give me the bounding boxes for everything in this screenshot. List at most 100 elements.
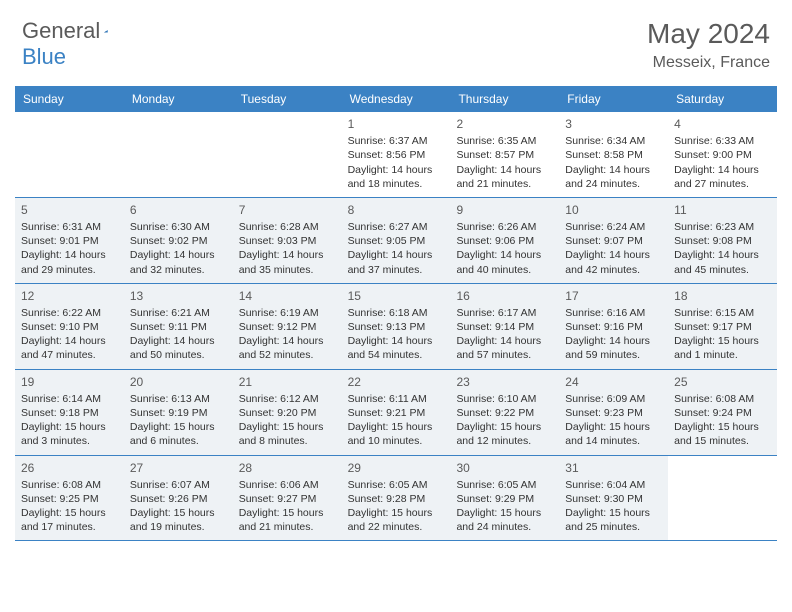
day-cell: 8Sunrise: 6:27 AMSunset: 9:05 PMDaylight… [342,198,451,283]
day-sunset: Sunset: 9:13 PM [348,320,445,334]
day-sunset: Sunset: 9:21 PM [348,406,445,420]
header: General May 2024 Messeix, France [0,0,792,80]
logo: General [22,18,128,44]
day-daylight2: and 1 minute. [674,348,771,362]
day-daylight2: and 3 minutes. [21,434,118,448]
day-sunrise: Sunrise: 6:08 AM [674,392,771,406]
day-daylight1: Daylight: 14 hours [456,163,553,177]
day-cell: 13Sunrise: 6:21 AMSunset: 9:11 PMDayligh… [124,284,233,369]
day-sunrise: Sunrise: 6:05 AM [348,478,445,492]
day-daylight1: Daylight: 15 hours [348,420,445,434]
day-cell: 22Sunrise: 6:11 AMSunset: 9:21 PMDayligh… [342,370,451,455]
day-daylight2: and 29 minutes. [21,263,118,277]
day-daylight2: and 12 minutes. [456,434,553,448]
day-sunrise: Sunrise: 6:35 AM [456,134,553,148]
day-cell: 6Sunrise: 6:30 AMSunset: 9:02 PMDaylight… [124,198,233,283]
day-cell: 20Sunrise: 6:13 AMSunset: 9:19 PMDayligh… [124,370,233,455]
day-number: 28 [239,460,336,476]
day-cell: 9Sunrise: 6:26 AMSunset: 9:06 PMDaylight… [450,198,559,283]
day-sunset: Sunset: 9:25 PM [21,492,118,506]
day-number: 12 [21,288,118,304]
day-cell: 7Sunrise: 6:28 AMSunset: 9:03 PMDaylight… [233,198,342,283]
day-sunset: Sunset: 9:17 PM [674,320,771,334]
day-sunrise: Sunrise: 6:17 AM [456,306,553,320]
day-sunset: Sunset: 9:00 PM [674,148,771,162]
day-daylight2: and 14 minutes. [565,434,662,448]
day-sunset: Sunset: 9:27 PM [239,492,336,506]
week-row: 1Sunrise: 6:37 AMSunset: 8:56 PMDaylight… [15,112,777,198]
day-cell: 5Sunrise: 6:31 AMSunset: 9:01 PMDaylight… [15,198,124,283]
day-number: 15 [348,288,445,304]
day-daylight1: Daylight: 15 hours [565,420,662,434]
day-cell: 25Sunrise: 6:08 AMSunset: 9:24 PMDayligh… [668,370,777,455]
day-daylight1: Daylight: 14 hours [674,163,771,177]
day-number: 29 [348,460,445,476]
day-sunset: Sunset: 9:11 PM [130,320,227,334]
day-daylight1: Daylight: 15 hours [456,420,553,434]
day-cell: 26Sunrise: 6:08 AMSunset: 9:25 PMDayligh… [15,456,124,541]
day-cell-blank [668,456,777,541]
day-number: 20 [130,374,227,390]
day-daylight2: and 37 minutes. [348,263,445,277]
day-sunrise: Sunrise: 6:31 AM [21,220,118,234]
day-sunset: Sunset: 9:23 PM [565,406,662,420]
day-number: 3 [565,116,662,132]
day-header: Sunday [15,86,124,112]
day-daylight2: and 8 minutes. [239,434,336,448]
day-sunrise: Sunrise: 6:34 AM [565,134,662,148]
title-area: May 2024 Messeix, France [647,18,770,72]
week-row: 19Sunrise: 6:14 AMSunset: 9:18 PMDayligh… [15,370,777,456]
day-number: 8 [348,202,445,218]
day-header: Saturday [668,86,777,112]
day-header: Wednesday [342,86,451,112]
day-cell: 27Sunrise: 6:07 AMSunset: 9:26 PMDayligh… [124,456,233,541]
day-daylight1: Daylight: 14 hours [456,334,553,348]
day-sunrise: Sunrise: 6:24 AM [565,220,662,234]
day-header: Tuesday [233,86,342,112]
day-sunset: Sunset: 9:26 PM [130,492,227,506]
day-sunrise: Sunrise: 6:28 AM [239,220,336,234]
day-daylight2: and 15 minutes. [674,434,771,448]
day-sunrise: Sunrise: 6:09 AM [565,392,662,406]
day-number: 26 [21,460,118,476]
day-number: 21 [239,374,336,390]
day-number: 23 [456,374,553,390]
day-daylight2: and 21 minutes. [239,520,336,534]
day-sunrise: Sunrise: 6:04 AM [565,478,662,492]
day-sunset: Sunset: 9:07 PM [565,234,662,248]
day-cell-blank [15,112,124,197]
day-cell: 31Sunrise: 6:04 AMSunset: 9:30 PMDayligh… [559,456,668,541]
day-sunset: Sunset: 9:03 PM [239,234,336,248]
day-daylight2: and 35 minutes. [239,263,336,277]
day-sunset: Sunset: 8:57 PM [456,148,553,162]
day-daylight1: Daylight: 15 hours [348,506,445,520]
day-daylight2: and 24 minutes. [456,520,553,534]
day-daylight2: and 59 minutes. [565,348,662,362]
day-sunrise: Sunrise: 6:11 AM [348,392,445,406]
day-sunset: Sunset: 9:30 PM [565,492,662,506]
day-number: 9 [456,202,553,218]
day-sunset: Sunset: 9:16 PM [565,320,662,334]
day-daylight1: Daylight: 15 hours [130,420,227,434]
day-cell: 10Sunrise: 6:24 AMSunset: 9:07 PMDayligh… [559,198,668,283]
day-sunset: Sunset: 9:08 PM [674,234,771,248]
day-sunrise: Sunrise: 6:10 AM [456,392,553,406]
day-sunset: Sunset: 9:24 PM [674,406,771,420]
day-daylight2: and 17 minutes. [21,520,118,534]
day-cell: 16Sunrise: 6:17 AMSunset: 9:14 PMDayligh… [450,284,559,369]
day-daylight1: Daylight: 14 hours [674,248,771,262]
day-sunset: Sunset: 9:01 PM [21,234,118,248]
day-cell: 1Sunrise: 6:37 AMSunset: 8:56 PMDaylight… [342,112,451,197]
day-daylight2: and 21 minutes. [456,177,553,191]
day-daylight1: Daylight: 14 hours [565,248,662,262]
day-sunset: Sunset: 9:10 PM [21,320,118,334]
day-daylight1: Daylight: 14 hours [565,334,662,348]
day-daylight1: Daylight: 15 hours [130,506,227,520]
day-daylight1: Daylight: 14 hours [21,334,118,348]
day-daylight2: and 10 minutes. [348,434,445,448]
day-sunset: Sunset: 8:56 PM [348,148,445,162]
day-cell: 4Sunrise: 6:33 AMSunset: 9:00 PMDaylight… [668,112,777,197]
day-sunrise: Sunrise: 6:37 AM [348,134,445,148]
day-daylight2: and 6 minutes. [130,434,227,448]
day-daylight2: and 18 minutes. [348,177,445,191]
